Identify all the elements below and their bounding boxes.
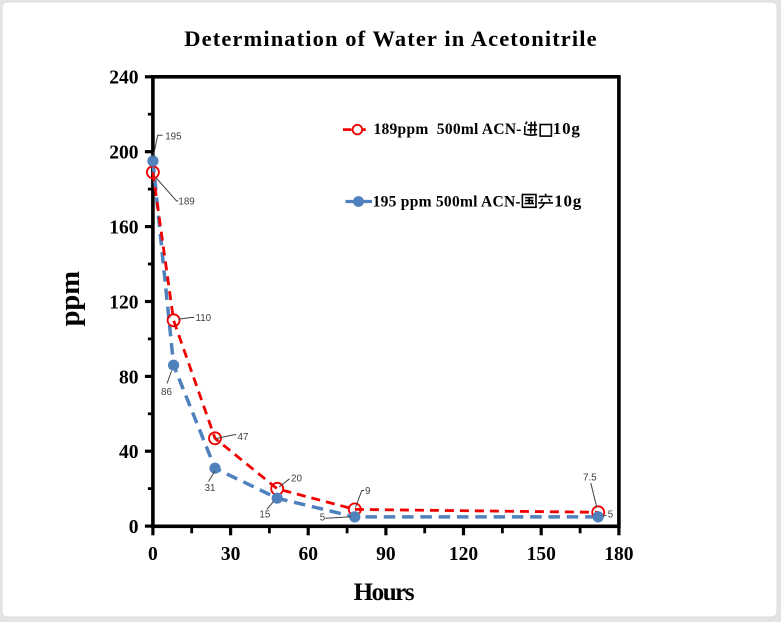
svg-text:160: 160 [109, 218, 138, 239]
svg-text:10g: 10g [553, 119, 581, 138]
svg-text:10g: 10g [554, 192, 582, 211]
svg-text:180: 180 [604, 544, 633, 565]
svg-text:9: 9 [365, 486, 370, 497]
svg-text:110: 110 [196, 313, 212, 324]
svg-text:0: 0 [129, 517, 139, 538]
svg-text:189: 189 [178, 197, 194, 208]
svg-text:5: 5 [608, 510, 614, 521]
svg-text:150: 150 [527, 544, 556, 565]
svg-text:60: 60 [298, 544, 318, 565]
svg-text:Determination of Water in Acet: Determination of Water in Acetonitrile [184, 26, 597, 51]
svg-text:40: 40 [119, 442, 139, 463]
svg-text:80: 80 [119, 367, 139, 388]
svg-text:20: 20 [291, 474, 302, 485]
svg-text:240: 240 [109, 68, 138, 89]
svg-text:195: 195 [165, 132, 182, 143]
svg-text:ppm: ppm [55, 271, 86, 327]
svg-text:Hours: Hours [354, 579, 415, 606]
svg-text:90: 90 [376, 544, 396, 565]
svg-text:31: 31 [205, 483, 216, 494]
svg-text:0: 0 [148, 544, 158, 565]
svg-text:189ppm 500ml ACN-: 189ppm 500ml ACN- [374, 121, 522, 138]
svg-text:120: 120 [109, 292, 138, 313]
svg-text:200: 200 [109, 143, 138, 164]
svg-text:120: 120 [449, 544, 478, 565]
svg-text:5: 5 [320, 513, 326, 524]
svg-text:86: 86 [161, 387, 172, 398]
svg-text:195 ppm 500ml ACN-: 195 ppm 500ml ACN- [373, 194, 521, 211]
svg-text:15: 15 [259, 509, 270, 520]
svg-text:30: 30 [221, 544, 241, 565]
svg-text:7.5: 7.5 [583, 472, 597, 483]
svg-text:47: 47 [238, 432, 249, 443]
